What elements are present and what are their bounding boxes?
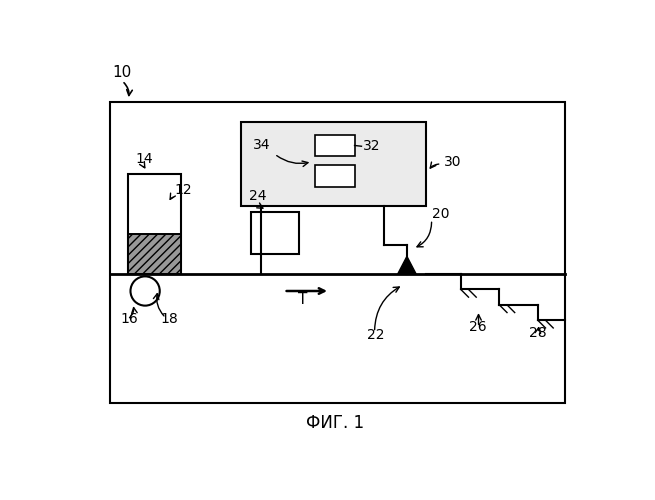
Bar: [111, 102, 565, 403]
Bar: [314, 166, 354, 187]
Text: 24: 24: [249, 189, 267, 203]
Text: 28: 28: [529, 326, 546, 340]
Text: 10: 10: [113, 65, 132, 80]
Text: 20: 20: [432, 207, 450, 221]
Text: 16: 16: [121, 312, 138, 326]
Polygon shape: [398, 256, 416, 274]
Bar: [241, 122, 426, 206]
Text: ФИГ. 1: ФИГ. 1: [307, 414, 364, 432]
Text: 26: 26: [468, 320, 486, 334]
Bar: [252, 212, 299, 254]
Text: 12: 12: [174, 183, 192, 197]
Bar: [128, 174, 181, 274]
Circle shape: [130, 276, 160, 306]
Text: 30: 30: [444, 156, 461, 170]
Bar: [128, 234, 181, 274]
Text: T: T: [297, 292, 307, 307]
Text: 32: 32: [363, 139, 381, 153]
Text: 18: 18: [160, 312, 178, 326]
Bar: [314, 134, 354, 156]
Text: 22: 22: [367, 328, 384, 342]
Bar: [128, 234, 181, 274]
Text: 14: 14: [136, 152, 153, 166]
Text: 34: 34: [253, 138, 271, 151]
